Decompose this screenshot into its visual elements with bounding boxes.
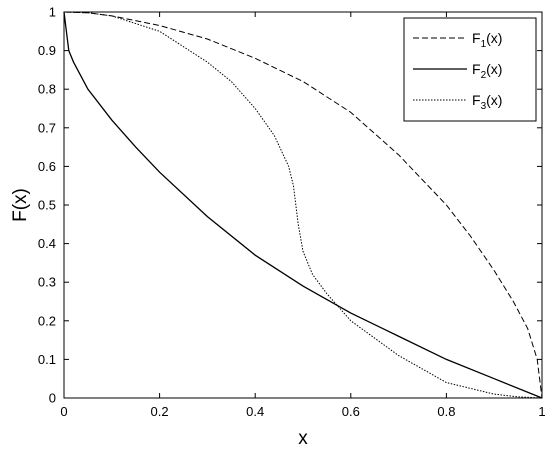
x-tick-label: 0.6	[342, 404, 360, 419]
legend-name: F	[472, 92, 481, 108]
axis-tick-labels: 0 0.2 0.4 0.6 0.8 1 0 0.1 0.2 0.3 0.4 0.5 0.6 0.7 0.8 0…	[38, 5, 546, 420]
legend-name: F	[472, 61, 481, 77]
legend-entry-3: F3(x)	[472, 92, 502, 112]
y-tick-label: 0.7	[38, 120, 56, 135]
x-tick-label: 1	[538, 404, 545, 419]
legend-entry-2: F2(x)	[472, 61, 502, 81]
legend-name: F	[472, 30, 481, 46]
y-tick-label: 0.1	[38, 352, 56, 367]
y-tick-label: 0.2	[38, 313, 56, 328]
series-lines	[63, 11, 543, 399]
y-tick-label: 0	[49, 391, 56, 406]
x-tick-label: 0.8	[437, 404, 455, 419]
y-tick-label: 0.5	[38, 198, 56, 213]
y-tick-label: 0.8	[38, 82, 56, 97]
y-tick-label: 0.9	[38, 43, 56, 58]
legend-entry-1: F1(x)	[472, 30, 502, 50]
y-tick-label: 1	[49, 5, 56, 20]
x-tick-label: 0.2	[151, 404, 169, 419]
legend-subscript: 1	[481, 39, 487, 50]
legend: F1(x)F2(x)F3(x)	[403, 17, 537, 122]
y-tick-label: 0.6	[38, 159, 56, 174]
y-tick-label: 0.3	[38, 275, 56, 290]
legend-subscript: 2	[481, 70, 487, 81]
series-line-1	[63, 11, 543, 399]
legend-suffix: (x)	[486, 92, 502, 108]
legend-suffix: (x)	[486, 30, 502, 46]
legend-subscript: 3	[481, 101, 487, 112]
y-tick-label: 0.4	[38, 236, 56, 251]
legend-suffix: (x)	[486, 61, 502, 77]
x-axis-title: x	[298, 428, 308, 449]
x-tick-label: 0.4	[246, 404, 264, 419]
series-line-3	[63, 11, 543, 399]
y-axis-title: F(x)	[10, 188, 31, 222]
x-tick-label: 0	[60, 404, 67, 419]
series-line-2	[63, 11, 543, 399]
